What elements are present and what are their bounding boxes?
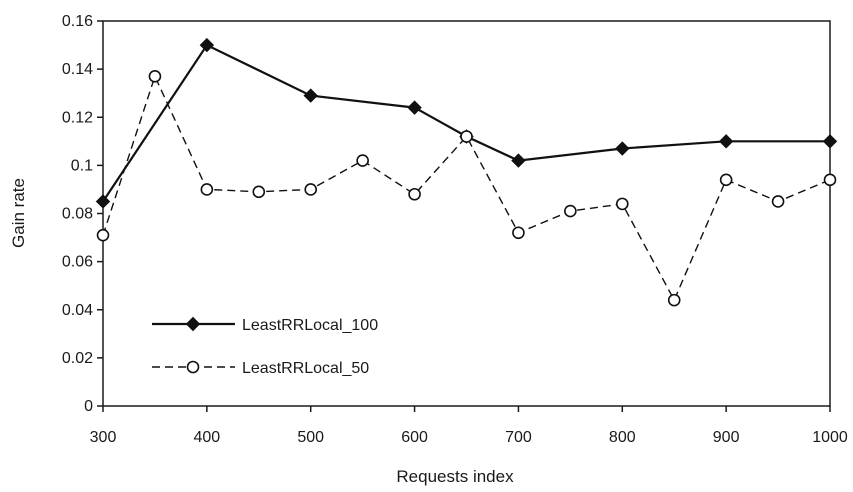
tick-labels: 0 0.02 0.04 0.06 0.08 0.1 0.12 0.14 0.16 300 400 50… [62,13,848,446]
diamond-marker [407,100,422,115]
y-tick-label: 0.14 [62,61,93,78]
circle-marker [564,204,577,218]
y-axis-title: Gain rate [9,178,28,248]
diamond-marker [511,153,526,168]
diamond-marker [303,88,318,103]
x-tick-label: 300 [90,429,117,446]
x-tick-label: 1000 [812,429,848,446]
x-tick-label: 600 [401,429,428,446]
circle-marker [252,185,266,199]
series-2 [96,70,837,307]
x-tick-label: 400 [194,429,221,446]
circle-marker [304,183,318,196]
diamond-marker [718,134,734,149]
y-tick-label: 0.08 [62,206,93,223]
y-tick-label: 0.12 [62,109,93,126]
y-tick-label: 0.06 [62,254,93,271]
diamond-marker [199,37,215,53]
y-tick-label: 0.04 [62,302,93,319]
diamond-marker [95,194,111,209]
axes [97,20,831,412]
series-group [95,37,838,307]
circle-marker [148,70,162,83]
circle-marker [408,187,421,201]
circle-marker [512,226,525,240]
x-tick-label: 700 [505,429,532,446]
plot-area-frame [102,20,831,407]
circle-marker [823,173,837,187]
y-tick-label: 0.02 [62,350,93,367]
x-tick-label: 900 [713,429,740,446]
x-tick-label: 800 [609,429,636,446]
legend-entry-1: LeastRRLocal_100 [152,316,378,334]
circle-marker [771,195,785,208]
circle-marker [667,293,681,307]
diamond-marker [615,141,630,156]
x-axis-title: Requests index [396,467,514,486]
legend-label: LeastRRLocal_50 [242,360,369,377]
x-tick-label: 500 [297,429,324,446]
legend-label: LeastRRLocal_100 [242,317,378,334]
circle-marker [460,130,473,143]
circle-marker [200,183,214,196]
legend-circle-marker [186,360,200,374]
y-tick-label: 0 [84,398,93,415]
circle-marker [356,154,369,167]
circle-marker [719,173,733,187]
legend-diamond-marker [185,316,201,332]
y-tick-label: 0.1 [71,157,93,174]
circle-marker [615,197,629,211]
y-tick-label: 0.16 [62,13,93,30]
diamond-marker [822,134,838,149]
legend-entry-2: LeastRRLocal_50 [152,360,369,377]
circle-marker [96,228,110,242]
legend: LeastRRLocal_100 LeastRRLocal_50 [152,316,378,377]
